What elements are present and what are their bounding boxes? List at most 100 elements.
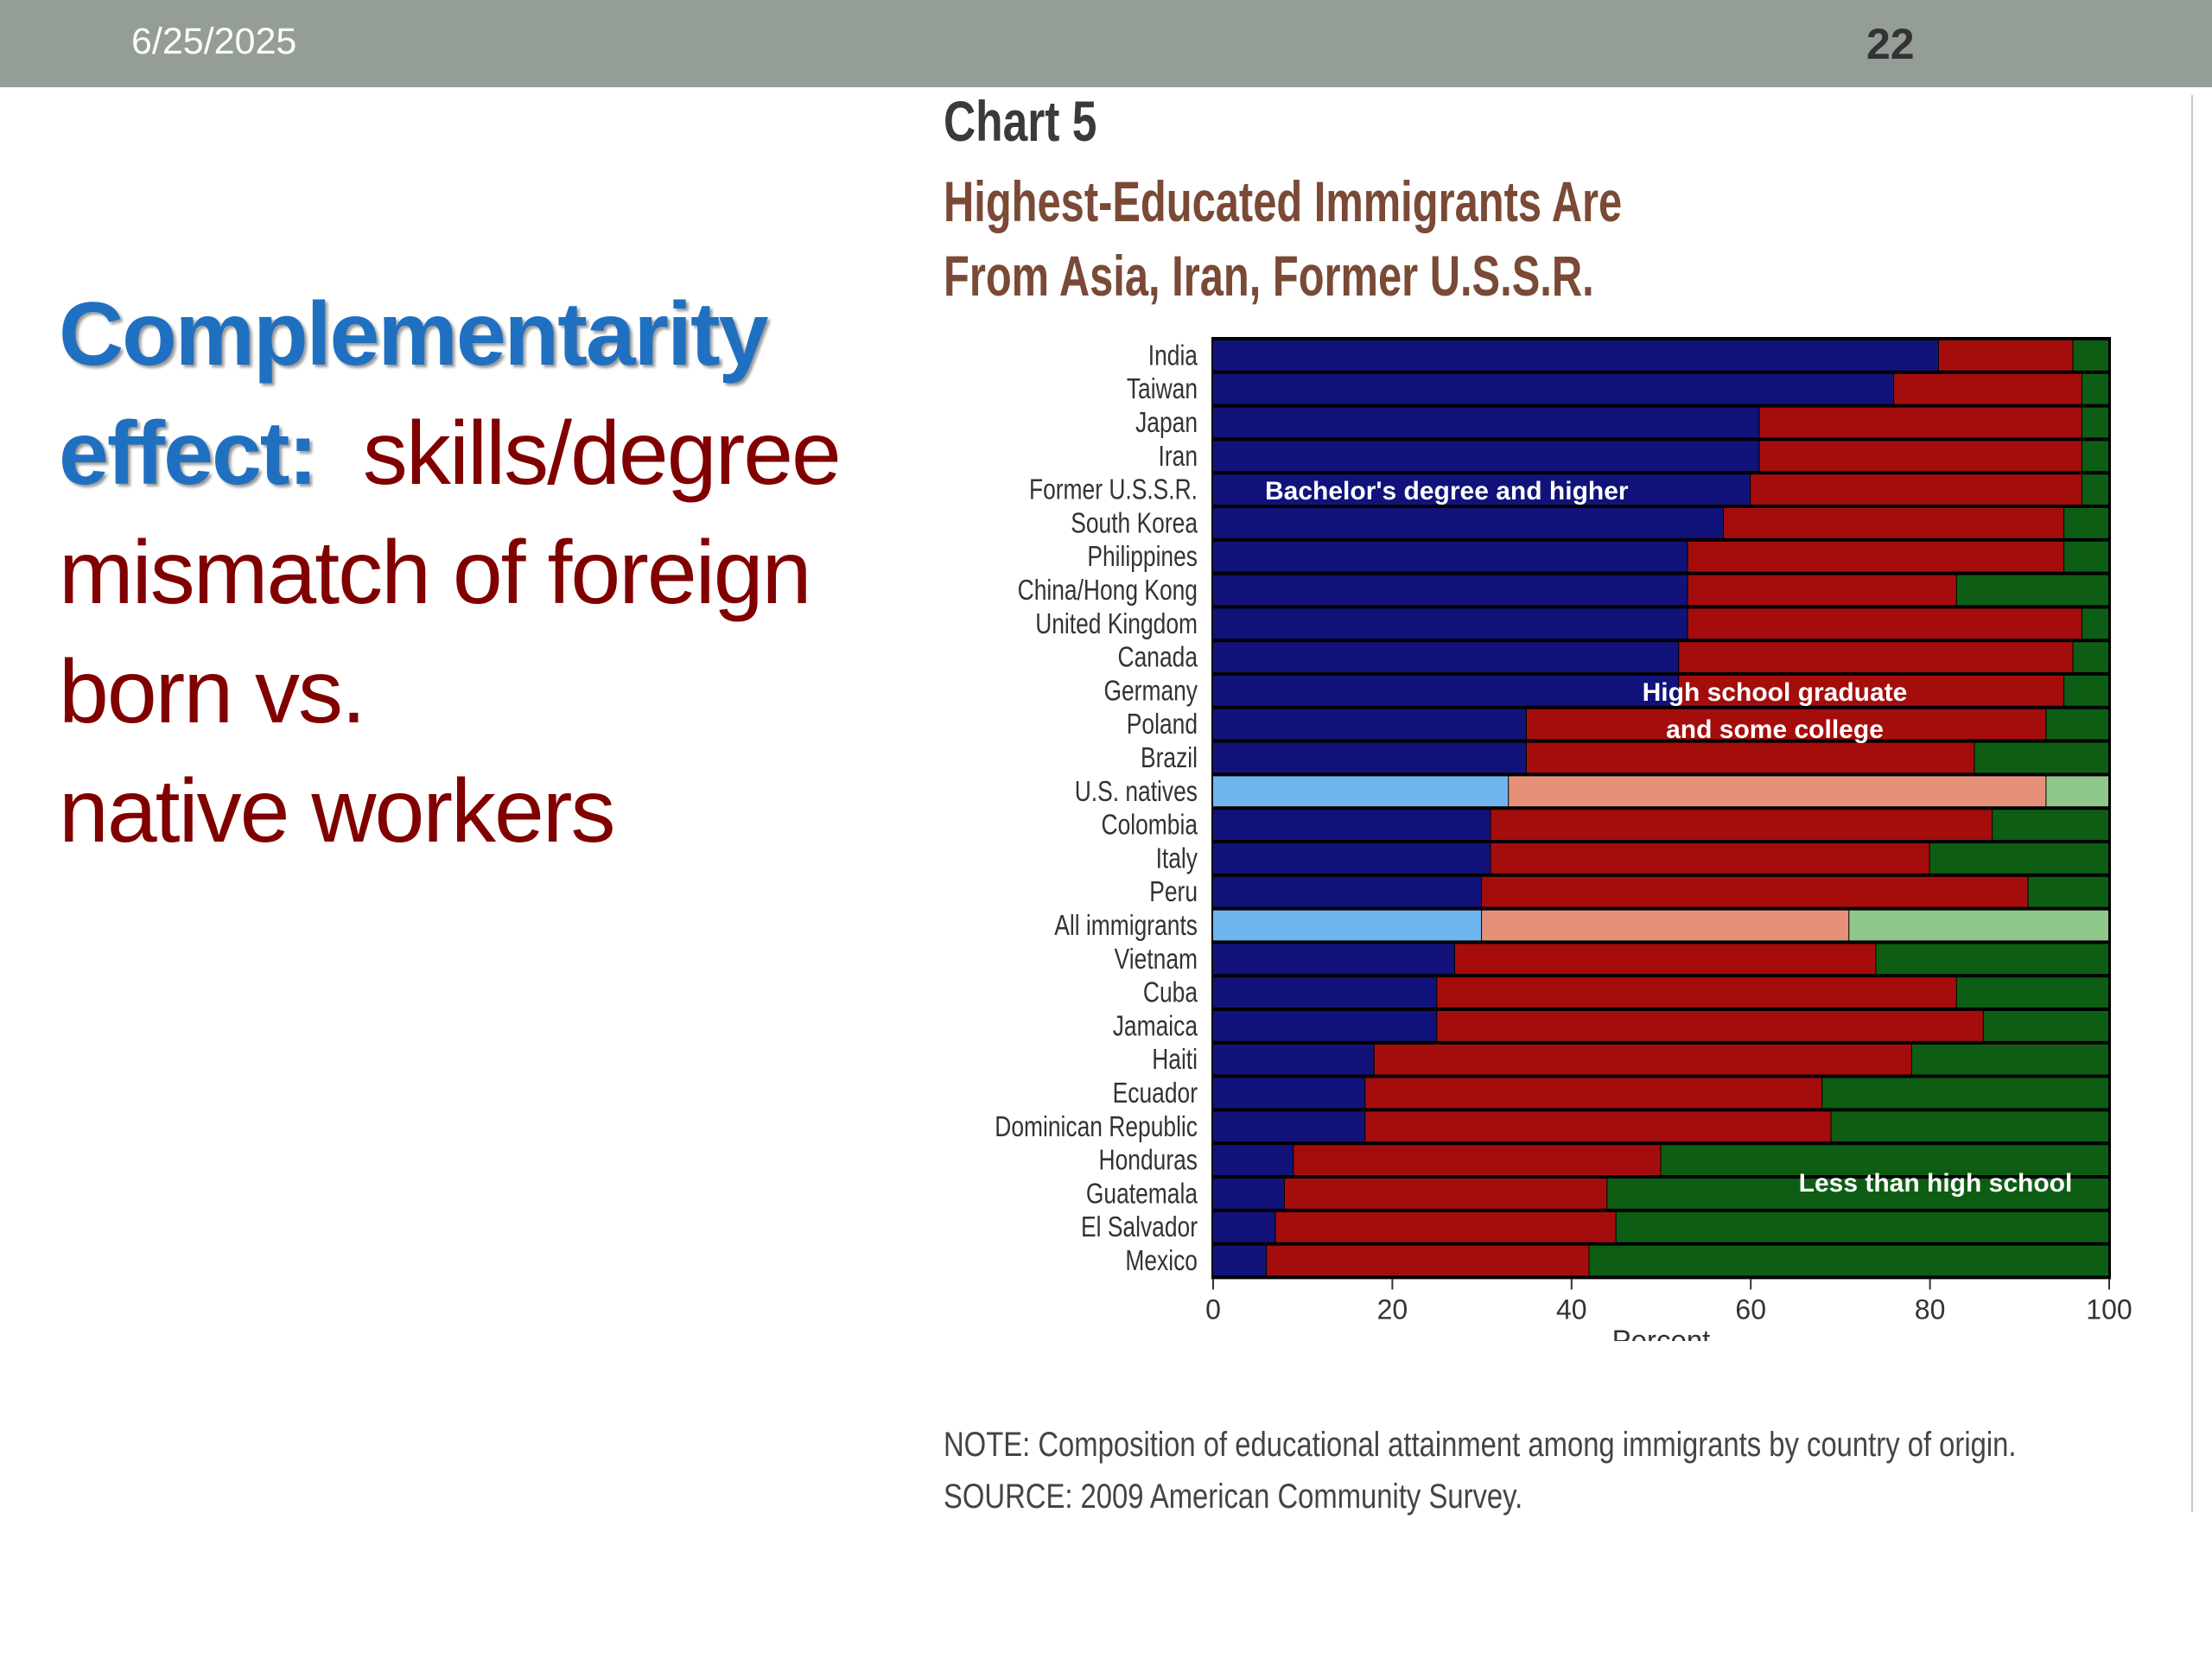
x-tick-label: 40 xyxy=(1556,1294,1587,1325)
x-axis-label: Percent xyxy=(1612,1324,1711,1341)
y-tick-label: Italy xyxy=(1156,843,1198,874)
bar-italy-bachelor-s-degree-and-higher xyxy=(1213,843,1491,874)
series-label-less-than-hs: Less than high school xyxy=(1799,1169,2073,1198)
body-line-4: born vs. xyxy=(59,642,366,742)
bar-all-immigrants-less-than-high-school xyxy=(1849,910,2108,941)
y-tick-label: Colombia xyxy=(1102,810,1198,841)
bar-colombia-bachelor-s-degree-and-higher xyxy=(1213,810,1491,840)
bar-el-salvador-less-than-high-school xyxy=(1616,1211,2108,1243)
y-tick-label: All immigrants xyxy=(1054,910,1198,941)
y-tick-label: Jamaica xyxy=(1113,1011,1198,1042)
series-label-highschool-line1: High school graduate xyxy=(1643,678,1908,707)
bar-all-immigrants-bachelor-s-degree-and-higher xyxy=(1213,910,1482,941)
bar-poland-high-school-graduate-and-some-college xyxy=(1526,709,2046,740)
bar-iran-high-school-graduate-and-some-college xyxy=(1759,441,2082,472)
bar-brazil-high-school-graduate-and-some-college xyxy=(1526,742,1974,773)
y-tick-label: Poland xyxy=(1127,709,1198,740)
bar-india-high-school-graduate-and-some-college xyxy=(1938,340,2073,371)
chart-number-label: Chart 5 xyxy=(944,89,1097,153)
bar-dominican-republic-less-than-high-school xyxy=(1831,1111,2108,1142)
x-tick-label: 20 xyxy=(1377,1294,1408,1325)
bar-germany-bachelor-s-degree-and-higher xyxy=(1213,676,1679,706)
slide-date: 6/25/2025 xyxy=(131,21,297,62)
y-tick-label: Iran xyxy=(1159,441,1198,472)
y-tick-label: China/Hong Kong xyxy=(1018,575,1198,606)
bar-japan-less-than-high-school xyxy=(2082,407,2108,438)
chart-title: Highest-Educated Immigrants Are From Asi… xyxy=(944,164,1634,313)
bar-honduras-less-than-high-school xyxy=(1661,1145,2108,1175)
chart-border-line xyxy=(2191,95,2193,1512)
bar-germany-high-school-graduate-and-some-college xyxy=(1679,676,2064,706)
chart-title-text: Highest-Educated Immigrants Are From Asi… xyxy=(944,169,1623,308)
y-tick-label: Haiti xyxy=(1152,1044,1198,1075)
bar-poland-less-than-high-school xyxy=(2046,709,2108,740)
bar-colombia-less-than-high-school xyxy=(1993,810,2108,840)
bar-haiti-bachelor-s-degree-and-higher xyxy=(1213,1044,1374,1075)
bar-el-salvador-bachelor-s-degree-and-higher xyxy=(1213,1211,1275,1243)
bar-cuba-bachelor-s-degree-and-higher xyxy=(1213,977,1437,1007)
bar-jamaica-bachelor-s-degree-and-higher xyxy=(1213,1011,1437,1041)
slide-number: 22 xyxy=(1866,20,1915,68)
bar-former-u-s-s-r-high-school-graduate-and-some-college xyxy=(1751,474,2082,505)
bar-guatemala-bachelor-s-degree-and-higher xyxy=(1213,1179,1284,1209)
bar-japan-high-school-graduate-and-some-college xyxy=(1759,407,2082,438)
series-label-bachelor: Bachelor's degree and higher xyxy=(1265,477,1629,505)
x-tick-label: 100 xyxy=(2086,1294,2132,1325)
bar-vietnam-high-school-graduate-and-some-college xyxy=(1454,944,1876,975)
bar-u-s-natives-bachelor-s-degree-and-higher xyxy=(1213,776,1509,807)
bar-vietnam-less-than-high-school xyxy=(1876,944,2108,975)
bar-japan-bachelor-s-degree-and-higher xyxy=(1213,407,1759,438)
chart-figure: Chart 5 Highest-Educated Immigrants Are … xyxy=(933,88,2195,1516)
bar-india-bachelor-s-degree-and-higher xyxy=(1213,340,1938,371)
bar-honduras-bachelor-s-degree-and-higher xyxy=(1213,1145,1294,1175)
bar-cuba-high-school-graduate-and-some-college xyxy=(1437,977,1956,1007)
y-tick-label: Canada xyxy=(1118,642,1198,673)
bar-jamaica-high-school-graduate-and-some-college xyxy=(1437,1011,1983,1041)
bar-former-u-s-s-r-less-than-high-school xyxy=(2082,474,2108,505)
y-tick-label: Ecuador xyxy=(1113,1077,1198,1109)
y-tick-label: Dominican Republic xyxy=(995,1111,1198,1142)
bar-poland-bachelor-s-degree-and-higher xyxy=(1213,709,1526,740)
bar-italy-less-than-high-school xyxy=(1929,843,2108,874)
y-tick-label: El Salvador xyxy=(1081,1211,1198,1243)
y-tick-label: Japan xyxy=(1135,407,1198,438)
bar-united-kingdom-high-school-graduate-and-some-college xyxy=(1688,608,2082,639)
x-tick-label: 0 xyxy=(1205,1294,1221,1325)
bar-vietnam-bachelor-s-degree-and-higher xyxy=(1213,944,1454,975)
body-line-5: native workers xyxy=(59,761,615,861)
bar-south-korea-high-school-graduate-and-some-college xyxy=(1724,508,2064,538)
bar-honduras-high-school-graduate-and-some-college xyxy=(1294,1145,1661,1175)
bar-india-less-than-high-school xyxy=(2073,340,2108,371)
bar-taiwan-bachelor-s-degree-and-higher xyxy=(1213,373,1894,404)
x-tick-label: 80 xyxy=(1915,1294,1946,1325)
bar-canada-less-than-high-school xyxy=(2073,642,2108,672)
bar-jamaica-less-than-high-school xyxy=(1983,1011,2108,1041)
header-bar: 6/25/2025 22 xyxy=(0,0,2212,87)
bar-brazil-bachelor-s-degree-and-higher xyxy=(1213,742,1526,773)
bar-mexico-high-school-graduate-and-some-college xyxy=(1267,1245,1589,1276)
y-tick-label: India xyxy=(1148,340,1198,372)
bar-former-u-s-s-r-bachelor-s-degree-and-higher xyxy=(1213,474,1751,505)
bar-all-immigrants-high-school-graduate-and-some-college xyxy=(1482,910,1849,941)
bar-china-hong-kong-high-school-graduate-and-some-college xyxy=(1688,575,1956,606)
x-tick-label: 60 xyxy=(1735,1294,1766,1325)
bar-dominican-republic-bachelor-s-degree-and-higher xyxy=(1213,1111,1365,1142)
y-tick-label: Guatemala xyxy=(1086,1179,1198,1210)
bar-u-s-natives-less-than-high-school xyxy=(2046,776,2108,807)
bar-south-korea-bachelor-s-degree-and-higher xyxy=(1213,508,1724,538)
y-tick-label: Peru xyxy=(1149,876,1198,907)
bar-peru-high-school-graduate-and-some-college xyxy=(1482,876,2028,907)
bar-peru-bachelor-s-degree-and-higher xyxy=(1213,876,1482,907)
bar-u-s-natives-high-school-graduate-and-some-college xyxy=(1509,776,2046,807)
bar-peru-less-than-high-school xyxy=(2028,876,2108,907)
bar-iran-less-than-high-school xyxy=(2082,441,2108,472)
y-tick-label: Former U.S.S.R. xyxy=(1029,474,1198,505)
keyword-line-1: Complementarity xyxy=(59,284,769,385)
bar-ecuador-high-school-graduate-and-some-college xyxy=(1365,1077,1822,1109)
y-tick-label: Brazil xyxy=(1141,742,1198,773)
y-tick-label: Philippines xyxy=(1087,541,1198,572)
bar-united-kingdom-less-than-high-school xyxy=(2082,608,2108,639)
y-tick-label: Germany xyxy=(1103,676,1198,707)
chart-note-block: NOTE: Composition of educational attainm… xyxy=(944,1419,2017,1522)
bar-guatemala-high-school-graduate-and-some-college xyxy=(1284,1179,1607,1209)
